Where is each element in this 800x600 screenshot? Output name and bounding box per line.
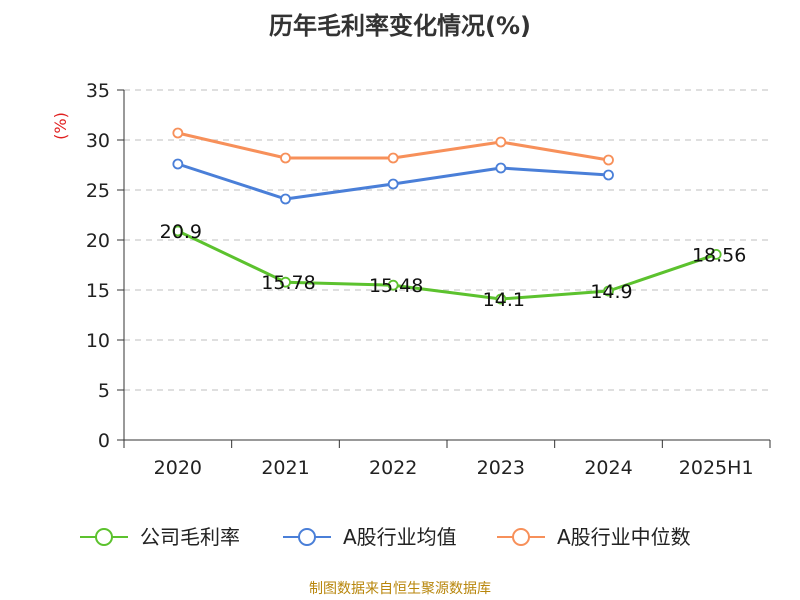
data-point (710, 248, 722, 260)
y-tick-label: 15 (86, 280, 110, 302)
data-label: 15.48 (369, 275, 423, 297)
legend-marker (95, 528, 113, 546)
data-point (603, 169, 614, 181)
data-point (495, 162, 507, 174)
data-label: 15.78 (261, 272, 315, 294)
series-layer (172, 127, 722, 305)
legend: 公司毛利率 A股行业均值 A股行业中位数 (80, 525, 691, 549)
data-point (387, 152, 399, 164)
legend-label: A股行业均值 (343, 525, 457, 549)
data-point (603, 285, 614, 297)
data-label: 14.9 (590, 281, 632, 303)
data-point (172, 127, 184, 139)
data-point (280, 276, 291, 288)
legend-marker (512, 528, 530, 546)
x-tick-label: 2024 (584, 457, 632, 479)
data-point (172, 158, 184, 170)
data-label: 20.9 (160, 221, 202, 243)
chart-title: 历年毛利率变化情况(%) (269, 12, 531, 40)
y-tick-label: 10 (86, 330, 110, 352)
x-tick-label: 2020 (154, 457, 202, 479)
data-point (280, 152, 291, 164)
x-tick-label: 2023 (477, 457, 525, 479)
y-tick-label: 0 (98, 430, 110, 452)
data-point (495, 136, 507, 148)
data-label: 14.1 (483, 289, 525, 311)
data-point (172, 225, 184, 237)
data-point (387, 279, 399, 291)
y-tick-label: 5 (98, 380, 110, 402)
legend-label: A股行业中位数 (557, 525, 691, 549)
grid-lines (124, 89, 770, 391)
source-note: 制图数据来自恒生聚源数据库 (309, 581, 491, 597)
data-point (603, 154, 614, 166)
y-axis-label: (%) (51, 112, 70, 140)
x-tick-label: 2022 (369, 457, 417, 479)
y-tick-label: 30 (86, 130, 110, 152)
legend-label: 公司毛利率 (140, 525, 240, 549)
legend-marker (298, 528, 316, 546)
y-tick-label: 20 (86, 230, 110, 252)
series-line (177, 229, 717, 301)
x-tick-label: 2021 (261, 457, 309, 479)
data-labels: 20.9 15.78 15.48 14.1 14.9 18.56 (160, 221, 747, 311)
y-tick-label: 35 (86, 80, 110, 102)
axes: 0 5 10 15 20 25 30 35 2020 2021 2022 2023 2024 2025H1 (86, 80, 771, 479)
data-point (495, 293, 507, 305)
x-tick-label: 2025H1 (679, 457, 754, 479)
data-point (387, 178, 399, 190)
y-tick-label: 25 (86, 180, 110, 202)
data-point (280, 193, 291, 205)
data-label: 18.56 (692, 244, 746, 266)
